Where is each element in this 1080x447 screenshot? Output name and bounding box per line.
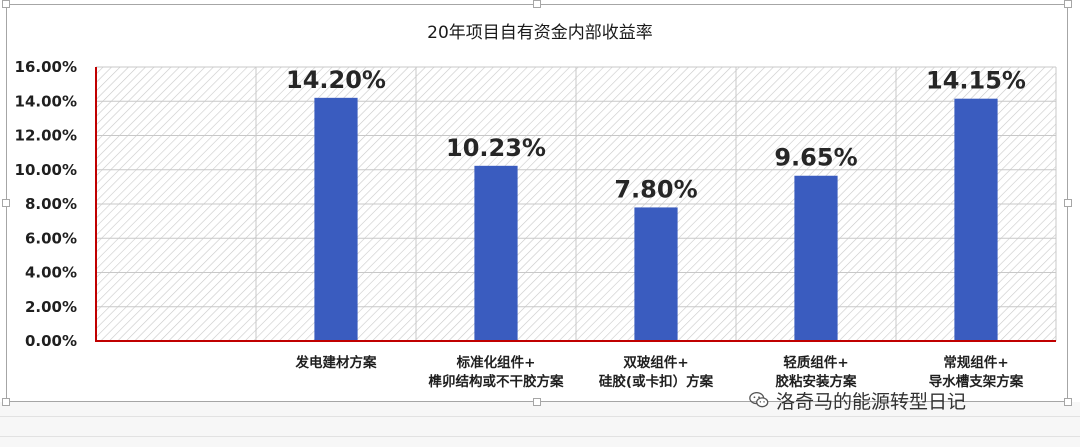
y-tick-label: 10.00% xyxy=(15,161,77,179)
y-tick-label: 8.00% xyxy=(25,195,77,213)
resize-handle-bottom-left[interactable] xyxy=(2,398,10,406)
data-label: 14.15% xyxy=(926,67,1026,95)
x-category-label: 轻质组件+ xyxy=(783,354,848,371)
bar-3 xyxy=(634,207,678,341)
resize-handle-top-right[interactable] xyxy=(1064,0,1072,8)
resize-handle-middle-right[interactable] xyxy=(1064,199,1072,207)
bar-1 xyxy=(314,97,358,341)
x-category-label: 发电建材方案 xyxy=(295,354,377,371)
x-category-label: 榫卯结构或不干胶方案 xyxy=(429,373,564,390)
resize-handle-top-left[interactable] xyxy=(2,0,10,8)
spreadsheet-strip xyxy=(0,402,1080,447)
x-category-label: 常规组件+ xyxy=(943,354,1008,371)
y-tick-label: 2.00% xyxy=(25,298,77,316)
bar-4 xyxy=(794,175,838,341)
chart-title: 20年项目自有资金内部收益率 xyxy=(427,23,653,43)
watermark: 洛奇马的能源转型日记 xyxy=(748,385,966,415)
wechat-icon xyxy=(749,392,769,408)
y-tick-label: 6.00% xyxy=(25,229,77,247)
watermark-text: 洛奇马的能源转型日记 xyxy=(776,390,967,413)
x-category-label: 双玻组件+ xyxy=(623,354,688,371)
y-tick-label: 0.00% xyxy=(25,332,77,350)
x-category-label: 标准化组件+ xyxy=(456,354,536,371)
y-tick-label: 14.00% xyxy=(15,92,77,110)
data-label: 9.65% xyxy=(774,144,857,172)
data-label: 7.80% xyxy=(614,175,697,203)
x-category-label: 硅胶(或卡扣）方案 xyxy=(599,373,714,390)
y-tick-label: 4.00% xyxy=(25,264,77,282)
y-tick-label: 16.00% xyxy=(15,58,77,76)
x-category-label: 导水槽支架方案 xyxy=(929,373,1024,390)
bar-2 xyxy=(474,165,518,341)
data-label: 14.20% xyxy=(286,66,386,94)
resize-handle-middle-left[interactable] xyxy=(2,199,10,207)
data-label: 10.23% xyxy=(446,134,546,162)
resize-handle-bottom-middle[interactable] xyxy=(533,398,541,406)
bar-5 xyxy=(954,98,998,342)
resize-handle-top-middle[interactable] xyxy=(533,0,541,8)
resize-handle-bottom-right[interactable] xyxy=(1064,398,1072,406)
x-category-label: 胶粘安装方案 xyxy=(776,373,857,390)
y-tick-label: 12.00% xyxy=(15,127,77,145)
